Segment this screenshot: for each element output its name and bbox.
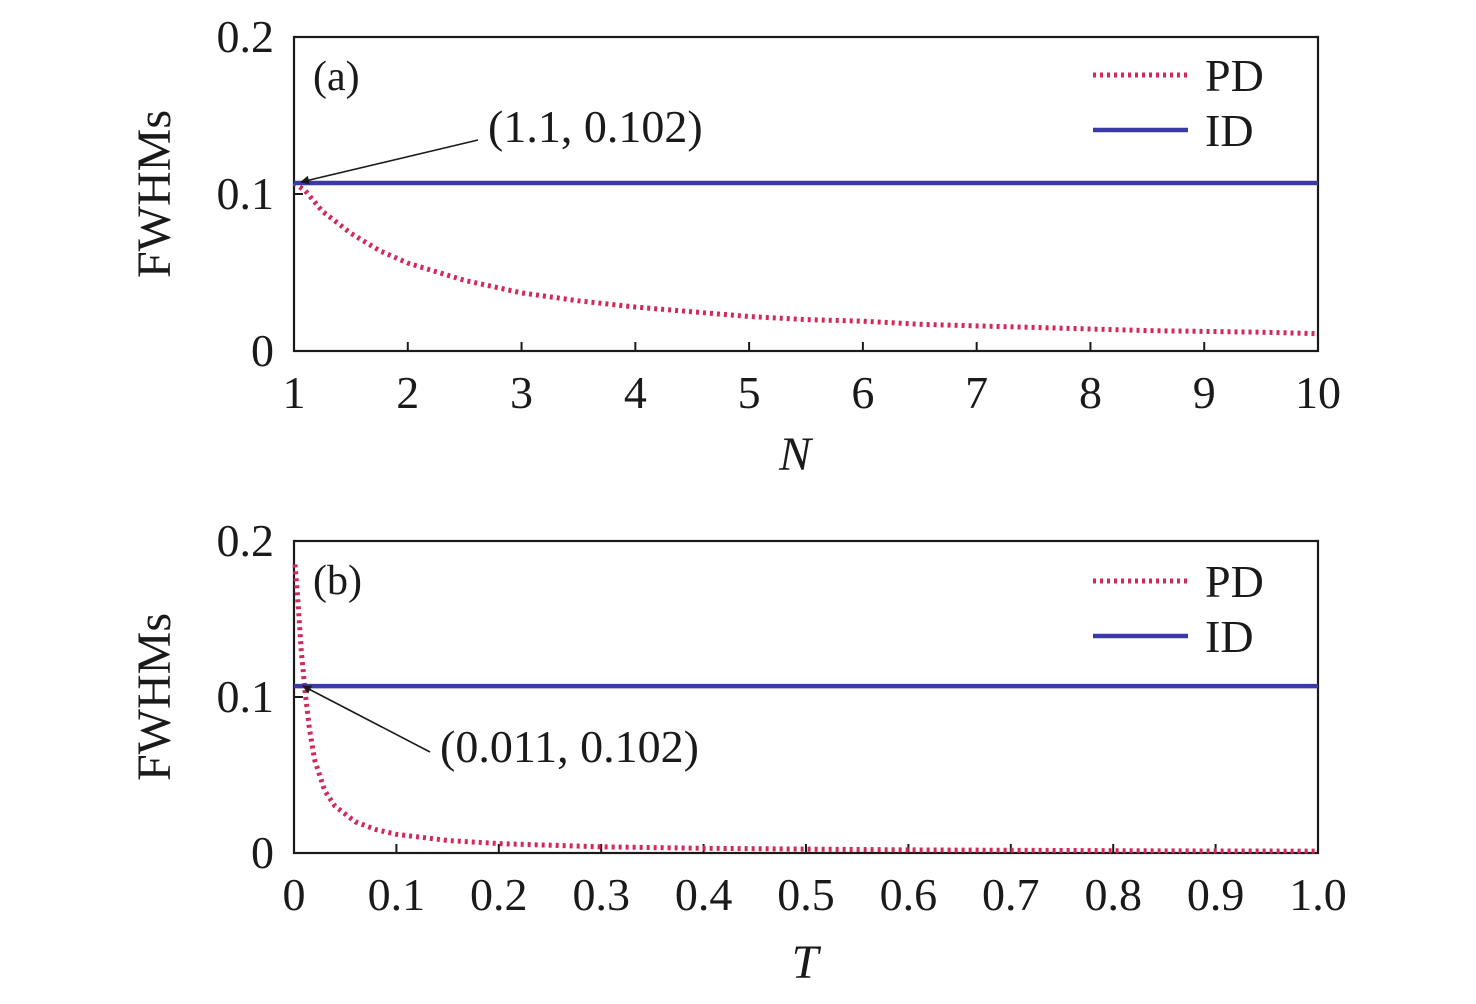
x-tick-label: 4 [624,367,647,418]
y-tick-label: 0.2 [217,11,275,62]
panel-label: (a) [313,54,360,100]
x-tick-label: 0.3 [572,869,630,920]
legend-label-pd: PD [1205,50,1264,101]
y-tick-label: 0 [251,827,274,878]
y-tick-label: 0.2 [217,515,275,566]
x-tick-label: 1 [283,367,306,418]
series-layer [292,564,1319,854]
annotation-arrow [300,139,479,185]
x-tick-label: 2 [396,367,419,418]
x-tick-label: 1.0 [1289,869,1347,920]
annotation-layer: (1.1, 0.102) [300,101,703,185]
legend-label-id: ID [1205,611,1254,662]
ticks: 1 2 3 4 5 6 7 8 9 10 0 0.1 0.2 [217,11,1342,418]
x-tick-label: 3 [510,367,533,418]
annotation-layer: (0.011, 0.102) [302,685,699,772]
x-tick-label: 9 [1193,367,1216,418]
x-tick-label: 6 [851,367,874,418]
annotation-label: (0.011, 0.102) [440,721,699,772]
plot-border [292,539,1320,855]
y-tick-label: 0 [251,325,274,376]
legend-label-pd: PD [1205,556,1264,607]
x-tick-label: 0.6 [880,869,938,920]
x-tick-label: 7 [965,367,988,418]
x-tick-label: 5 [738,367,761,418]
annotation-arrow [302,685,431,753]
x-axis-label: N [778,428,814,481]
x-tick-label: 0.2 [470,869,528,920]
ticks: 0 0.1 0.2 0.3 0.4 0.5 0.6 0.7 0.8 0.9 1.0 0 0.1 0.2 [217,515,1347,920]
y-tick-label: 0.1 [217,168,275,219]
x-tick-label: 0.1 [368,869,426,920]
plot-border [292,35,1320,353]
y-axis-label: FWHMs [128,613,181,781]
plot-frame [292,35,1320,353]
plot-frame [292,539,1320,855]
legend-label-id: ID [1205,105,1254,156]
annotation-label: (1.1, 0.102) [488,101,703,152]
x-tick-label: 0.7 [982,869,1040,920]
x-tick-label: 0.9 [1187,869,1245,920]
chart-panel-b: 0 0.1 0.2 0.3 0.4 0.5 0.6 0.7 0.8 0.9 1.0 0 0.1 0.2 (… [128,515,1347,989]
x-tick-label: 10 [1295,367,1341,418]
series-line-pd [292,180,1319,337]
x-tick-label: 0.5 [777,869,835,920]
x-tick-label: 0.8 [1084,869,1142,920]
y-axis-label: FWHMs [128,110,181,278]
series-layer [292,180,1319,337]
x-tick-label: 0.4 [675,869,733,920]
panel-label: (b) [313,558,362,604]
x-tick-label: 0 [283,869,306,920]
y-tick-label: 0.1 [217,671,275,722]
series-line-pd [292,564,1319,854]
x-tick-label: 8 [1079,367,1102,418]
x-axis-label: T [792,936,822,989]
